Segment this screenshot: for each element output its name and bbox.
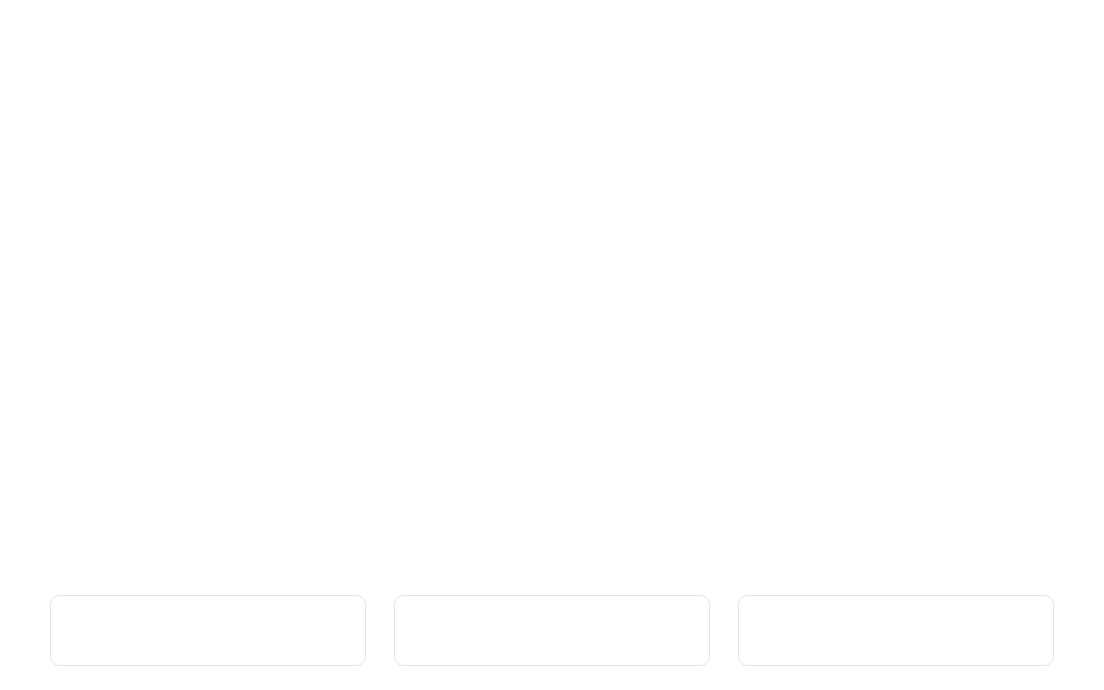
gauge-svg <box>0 0 1104 560</box>
legend-min-title <box>61 614 355 637</box>
cost-gauge <box>0 0 1104 560</box>
dot-max <box>888 621 897 630</box>
dot-min <box>200 621 209 630</box>
dot-avg <box>544 621 553 630</box>
legend-max <box>738 595 1054 666</box>
legend-min <box>50 595 366 666</box>
legend <box>50 595 1054 666</box>
legend-avg <box>394 595 710 666</box>
legend-avg-title <box>405 614 699 637</box>
legend-max-title <box>749 614 1043 637</box>
